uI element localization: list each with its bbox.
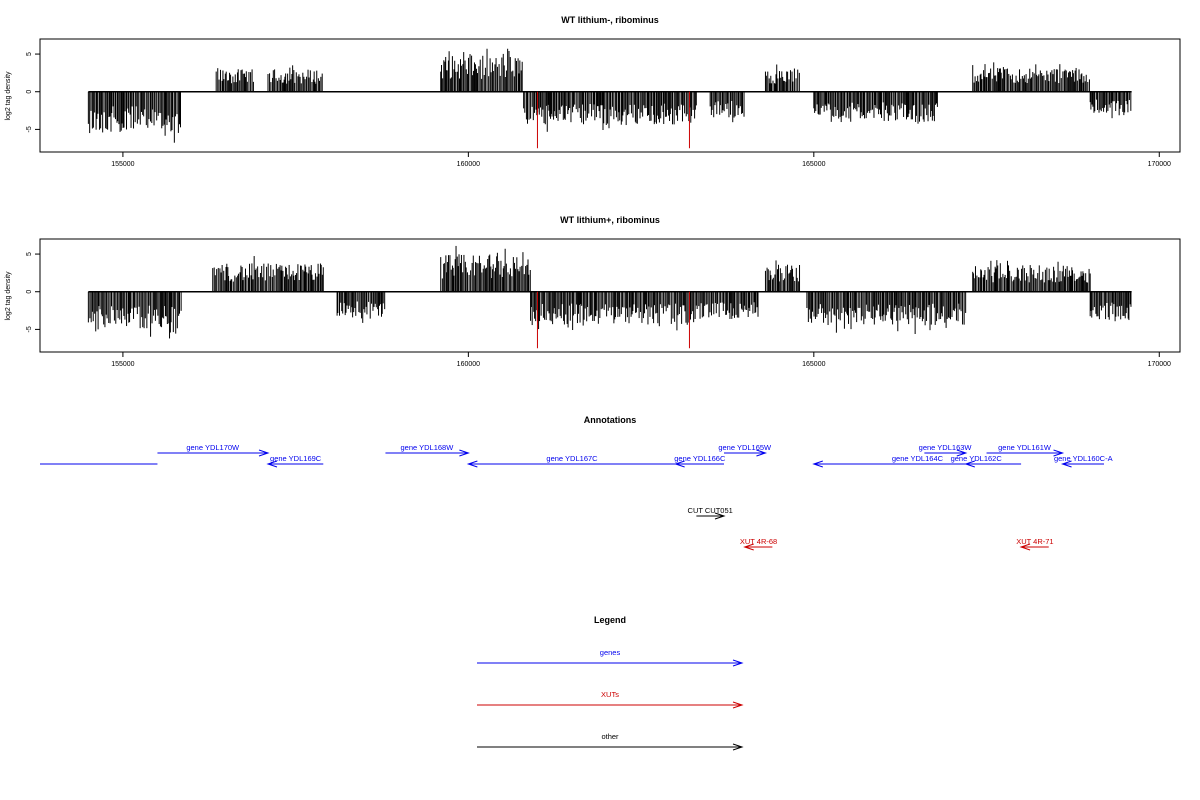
- panel-title: WT lithium-, ribominus: [561, 15, 659, 25]
- legend-label: genes: [600, 648, 621, 657]
- y-tick-label: 0: [26, 290, 33, 294]
- y-tick-label: 5: [26, 52, 33, 56]
- feature-label: XUT 4R-68: [740, 537, 777, 546]
- x-tick-label: 170000: [1148, 361, 1171, 368]
- feature-label: gene YDL161W: [998, 443, 1052, 452]
- bars-group: [87, 48, 1132, 149]
- legend-label: XUTs: [601, 690, 619, 699]
- x-tick-label: 155000: [111, 161, 134, 168]
- legend-title: Legend: [594, 615, 626, 625]
- x-tick-label: 170000: [1148, 161, 1171, 168]
- bars-group: [87, 245, 1132, 349]
- feature-arrow: [385, 449, 470, 457]
- panel-title: WT lithium+, ribominus: [560, 215, 660, 225]
- feature-label: gene YDL160C-A: [1054, 454, 1113, 463]
- feature-arrow: [266, 460, 324, 468]
- feature-arrow: [674, 460, 724, 468]
- feature-label: gene YDL167C: [546, 454, 598, 463]
- x-tick-label: 165000: [802, 161, 825, 168]
- feature-label: gene YDL169C: [270, 454, 322, 463]
- feature-label: gene YDL170W: [186, 443, 240, 452]
- legend-arrow: [477, 701, 744, 709]
- y-tick-label: -5: [26, 326, 33, 332]
- legend-arrow: [477, 659, 744, 667]
- annotation-features: gene YDL170W gene YDL169C gene YDL168W gene…: [40, 443, 1113, 551]
- y-tick-label: -5: [26, 126, 33, 132]
- x-tick-label: 160000: [457, 161, 480, 168]
- axes-group: 155000 160000 165000 170000 -5 0 5: [26, 52, 1171, 168]
- annotations-title: Annotations: [584, 415, 637, 425]
- feature-label: gene YDL163W: [919, 443, 973, 452]
- plot-frame: [39, 38, 1181, 153]
- feature-label: gene YDL166C: [674, 454, 726, 463]
- legend-items: genes XUTs other: [477, 648, 744, 751]
- plot-frame: [39, 238, 1181, 353]
- feature-arrow: [964, 460, 987, 468]
- feature-arrow: [1019, 543, 1049, 551]
- feature-arrow: [743, 543, 773, 551]
- feature-label: gene YDL162C: [951, 454, 1003, 463]
- feature-arrow: [986, 449, 1065, 457]
- feature-arrow: [724, 449, 768, 457]
- feature-label: gene YDL164C: [892, 454, 944, 463]
- feature-label: CUT CUT051: [688, 506, 733, 515]
- y-axis-label: log2 tag density: [5, 271, 12, 321]
- feature-arrow: [924, 449, 968, 457]
- legend-label: other: [601, 732, 619, 741]
- feature-arrow: [1060, 460, 1104, 468]
- feature-label: gene YDL168W: [400, 443, 454, 452]
- x-tick-label: 165000: [802, 361, 825, 368]
- feature-arrow: [696, 512, 726, 520]
- legend-panel: Legend genes XUTs other: [477, 615, 744, 751]
- feature-arrow: [466, 460, 676, 468]
- feature-label: gene YDL165W: [718, 443, 772, 452]
- x-tick-label: 155000: [111, 361, 134, 368]
- y-tick-label: 5: [26, 252, 33, 256]
- legend-arrow: [477, 743, 744, 751]
- y-tick-label: 0: [26, 90, 33, 94]
- axes-group: 155000 160000 165000 170000 -5 0 5: [26, 252, 1171, 368]
- feature-label: XUT 4R-71: [1016, 537, 1053, 546]
- y-axis-label: log2 tag density: [5, 71, 12, 121]
- track-panel-lithium-plus: WT lithium+, ribominus log2 tag density …: [5, 215, 1181, 368]
- x-tick-label: 160000: [457, 361, 480, 368]
- feature-arrow: [157, 449, 270, 457]
- track-panel-lithium-minus: WT lithium-, ribominus log2 tag density …: [5, 15, 1181, 168]
